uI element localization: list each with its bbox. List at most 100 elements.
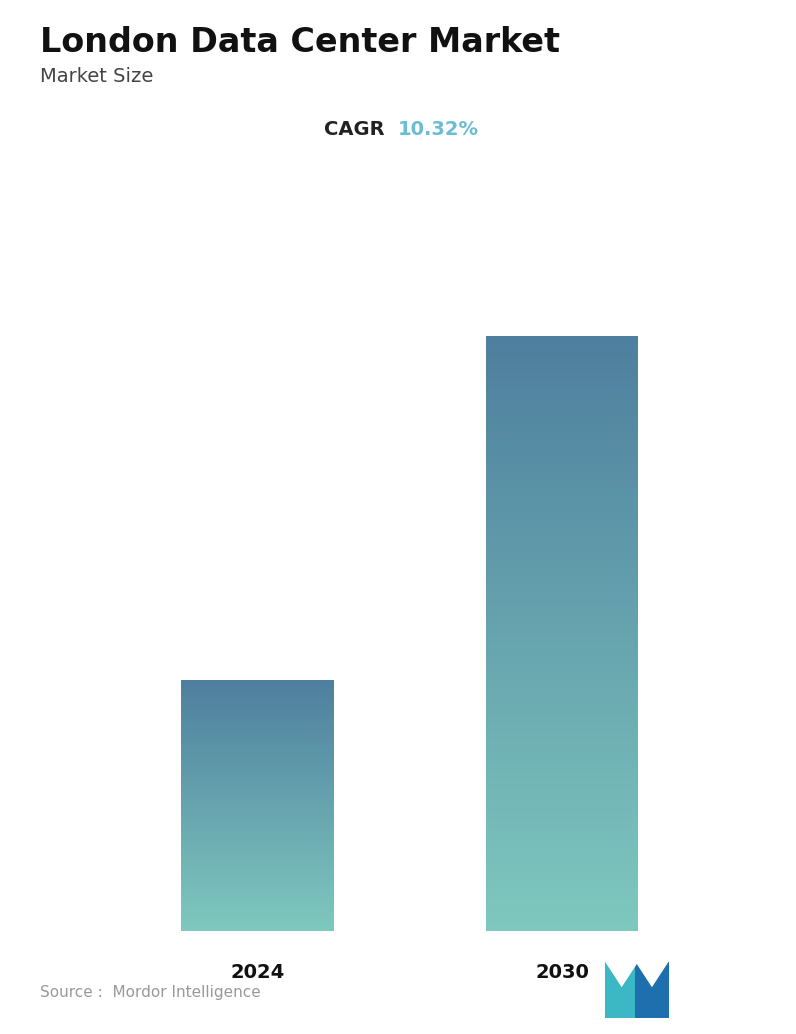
Bar: [486, 644, 638, 647]
Bar: [181, 713, 334, 716]
Bar: [181, 797, 334, 799]
Bar: [181, 801, 334, 803]
Bar: [181, 870, 334, 872]
Bar: [486, 455, 638, 458]
Bar: [181, 749, 334, 751]
Bar: [486, 386, 638, 389]
Bar: [181, 880, 334, 882]
Bar: [486, 902, 638, 905]
Bar: [181, 909, 334, 911]
Bar: [486, 486, 638, 489]
Bar: [486, 433, 638, 436]
Bar: [486, 419, 638, 422]
Bar: [181, 893, 334, 895]
Bar: [181, 825, 334, 827]
Bar: [181, 845, 334, 847]
Bar: [181, 729, 334, 731]
Bar: [181, 782, 334, 784]
Bar: [181, 878, 334, 880]
Bar: [486, 540, 638, 543]
Bar: [181, 706, 334, 708]
Bar: [181, 781, 334, 783]
Bar: [486, 417, 638, 420]
Bar: [486, 685, 638, 688]
Bar: [181, 787, 334, 789]
Bar: [486, 779, 638, 782]
Bar: [486, 832, 638, 835]
Bar: [486, 848, 638, 851]
Bar: [486, 388, 638, 391]
Bar: [486, 746, 638, 749]
Bar: [486, 559, 638, 562]
Bar: [181, 795, 334, 797]
Bar: [486, 384, 638, 387]
Bar: [181, 714, 334, 717]
Bar: [181, 718, 334, 720]
Bar: [181, 770, 334, 771]
Bar: [181, 857, 334, 859]
Bar: [181, 819, 334, 821]
Bar: [486, 514, 638, 517]
Bar: [181, 789, 334, 791]
Bar: [181, 757, 334, 759]
Bar: [181, 884, 334, 886]
Bar: [181, 879, 334, 881]
Bar: [181, 885, 334, 887]
Bar: [181, 847, 334, 849]
Bar: [486, 841, 638, 844]
Bar: [486, 672, 638, 675]
Bar: [486, 475, 638, 478]
Bar: [181, 880, 334, 882]
Bar: [486, 557, 638, 560]
Bar: [486, 828, 638, 831]
Bar: [486, 407, 638, 410]
Bar: [486, 436, 638, 439]
Bar: [486, 915, 638, 919]
Bar: [181, 728, 334, 730]
Bar: [486, 570, 638, 573]
Bar: [486, 356, 638, 359]
Bar: [181, 798, 334, 800]
Bar: [486, 856, 638, 859]
Bar: [181, 743, 334, 746]
Text: Market Size: Market Size: [40, 67, 153, 86]
Bar: [181, 687, 334, 689]
Bar: [181, 896, 334, 899]
Bar: [181, 686, 334, 688]
Bar: [181, 929, 334, 931]
Bar: [486, 676, 638, 679]
Bar: [486, 776, 638, 779]
Bar: [181, 817, 334, 819]
Bar: [181, 704, 334, 706]
Bar: [486, 748, 638, 751]
Bar: [181, 807, 334, 809]
Bar: [486, 843, 638, 846]
Bar: [486, 730, 638, 733]
Bar: [181, 813, 334, 815]
Bar: [181, 719, 334, 721]
Bar: [486, 615, 638, 618]
Bar: [181, 811, 334, 813]
Bar: [181, 815, 334, 817]
Bar: [181, 750, 334, 752]
Bar: [181, 764, 334, 766]
Bar: [181, 914, 334, 916]
Bar: [486, 613, 638, 616]
Bar: [486, 791, 638, 794]
Bar: [181, 769, 334, 771]
Bar: [486, 755, 638, 759]
Bar: [181, 881, 334, 883]
Bar: [181, 888, 334, 890]
Bar: [181, 925, 334, 927]
Bar: [486, 597, 638, 600]
Bar: [181, 724, 334, 726]
Bar: [181, 864, 334, 866]
Bar: [486, 542, 638, 545]
Bar: [181, 863, 334, 865]
Bar: [486, 464, 638, 467]
Bar: [486, 362, 638, 365]
Bar: [486, 358, 638, 361]
Bar: [181, 844, 334, 846]
Bar: [486, 692, 638, 695]
Bar: [486, 737, 638, 740]
